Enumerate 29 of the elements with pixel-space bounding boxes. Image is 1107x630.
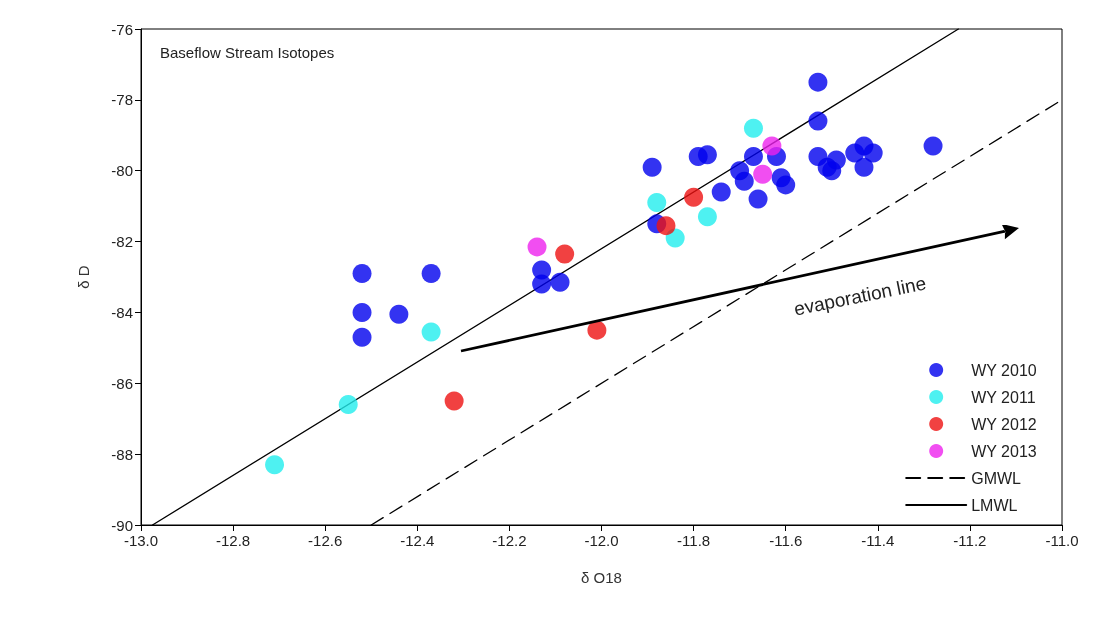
y-tick-label: -88 — [111, 445, 133, 463]
annotation: evaporation line — [792, 272, 928, 320]
x-tick-label: -11.4 — [861, 532, 895, 549]
y-tick-label: -84 — [111, 303, 133, 321]
y-tick-label: -78 — [111, 91, 133, 109]
x-tick-label: -12.6 — [308, 532, 343, 549]
legend-label: GMWL — [971, 469, 1022, 487]
y-tick-label: -82 — [111, 233, 133, 251]
x-tick-label: -11.0 — [1045, 532, 1079, 549]
x-tick-label: -11.6 — [769, 532, 803, 549]
x-tick-label: -12.8 — [216, 532, 251, 549]
y-axis-title: δ D — [75, 265, 92, 289]
x-tick-label: -13.0 — [123, 532, 159, 549]
x-tick-label: -12.0 — [584, 532, 619, 549]
x-axis-title: δ O18 — [581, 569, 622, 586]
legend-label: WY 2012 — [971, 415, 1037, 433]
y-tick-label: -90 — [111, 516, 133, 534]
legend-label: WY 2013 — [971, 442, 1037, 460]
y-tick-label: -80 — [111, 162, 133, 180]
x-tick-label: -12.2 — [492, 532, 527, 549]
y-tick-label: -86 — [111, 374, 133, 392]
y-tick-label: -76 — [111, 20, 133, 38]
legend-label: WY 2010 — [971, 361, 1037, 379]
text: Baseflow Stream Isotopes — [160, 44, 335, 61]
legend-label: WY 2011 — [971, 388, 1036, 406]
legend-label: LMWL — [971, 496, 1018, 514]
x-tick-label: -11.8 — [677, 532, 711, 549]
x-tick-label: -11.2 — [953, 532, 987, 549]
x-tick-label: -12.4 — [400, 532, 435, 549]
